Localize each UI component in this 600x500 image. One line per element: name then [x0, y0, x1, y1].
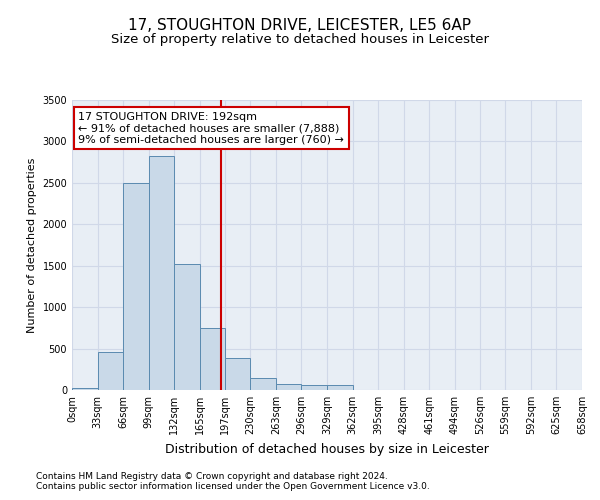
Bar	[250, 378, 276, 390]
Text: 17 STOUGHTON DRIVE: 192sqm
← 91% of detached houses are smaller (7,888)
9% of se: 17 STOUGHTON DRIVE: 192sqm ← 91% of deta…	[78, 112, 344, 145]
Bar	[149, 156, 175, 390]
Bar	[98, 352, 123, 390]
Bar	[175, 264, 200, 390]
Bar	[200, 328, 226, 390]
Text: Size of property relative to detached houses in Leicester: Size of property relative to detached ho…	[111, 32, 489, 46]
X-axis label: Distribution of detached houses by size in Leicester: Distribution of detached houses by size …	[165, 442, 489, 456]
Text: Contains HM Land Registry data © Crown copyright and database right 2024.: Contains HM Land Registry data © Crown c…	[36, 472, 388, 481]
Bar	[276, 384, 301, 390]
Bar	[72, 388, 98, 390]
Y-axis label: Number of detached properties: Number of detached properties	[27, 158, 37, 332]
Bar	[327, 386, 353, 390]
Text: 17, STOUGHTON DRIVE, LEICESTER, LE5 6AP: 17, STOUGHTON DRIVE, LEICESTER, LE5 6AP	[128, 18, 472, 32]
Bar	[123, 183, 149, 390]
Bar	[301, 386, 327, 390]
Text: Contains public sector information licensed under the Open Government Licence v3: Contains public sector information licen…	[36, 482, 430, 491]
Bar	[224, 358, 250, 390]
